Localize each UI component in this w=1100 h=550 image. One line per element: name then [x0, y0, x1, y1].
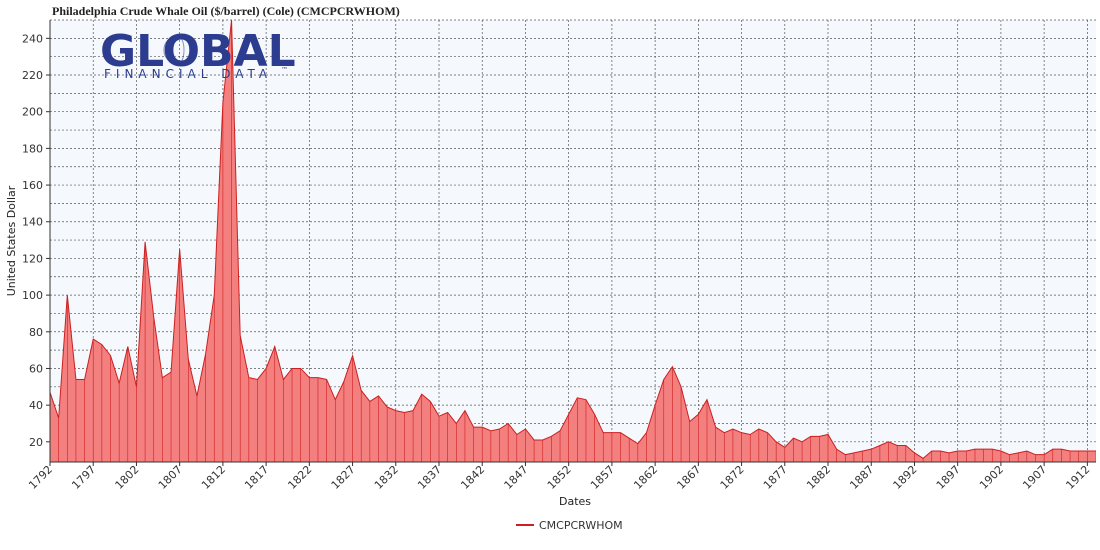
x-tick-label: 1842: [458, 463, 487, 492]
x-tick-label: 1847: [502, 463, 531, 492]
x-tick-label: 1797: [69, 463, 98, 492]
logo-tagline: FINANCIAL DATA: [104, 67, 272, 81]
global-financial-data-logo: GLOBAL FINANCIAL DATA ™: [100, 26, 296, 81]
y-tick-label: 20: [29, 436, 43, 449]
y-axis-title: United States Dollar: [5, 185, 18, 296]
y-tick-label: 160: [22, 179, 43, 192]
series-layer: [50, 20, 1096, 462]
y-tick-label: 200: [22, 106, 43, 119]
x-axis-ticks: 1792 1797 1802 1807 1812 1817 1822 1827 1832 1837…: [26, 462, 1092, 492]
x-tick-label: 1837: [415, 463, 444, 492]
y-tick-label: 120: [22, 252, 43, 265]
x-tick-label: 1887: [847, 463, 876, 492]
x-tick-label: 1792: [26, 463, 55, 492]
y-tick-label: 240: [22, 32, 43, 45]
y-tick-label: 80: [29, 326, 43, 339]
x-tick-label: 1882: [804, 463, 833, 492]
x-tick-label: 1877: [761, 463, 790, 492]
chart-title: Philadelphia Crude Whale Oil ($/barrel) …: [52, 4, 400, 18]
y-tick-label: 220: [22, 69, 43, 82]
x-tick-label: 1822: [285, 463, 314, 492]
x-tick-label: 1852: [545, 463, 574, 492]
x-tick-label: 1832: [372, 463, 401, 492]
y-tick-label: 40: [29, 399, 43, 412]
axes: [49, 20, 1096, 463]
x-tick-label: 1807: [156, 463, 185, 492]
x-tick-label: 1902: [977, 463, 1006, 492]
series-line: [50, 20, 1096, 459]
y-tick-label: 100: [22, 289, 43, 302]
x-tick-label: 1872: [718, 463, 747, 492]
x-tick-label: 1827: [329, 463, 358, 492]
legend: CMCPCRWHOM: [516, 519, 623, 532]
globe-meridian-icon: [171, 35, 185, 65]
x-tick-label: 1812: [199, 463, 228, 492]
y-tick-label: 140: [22, 216, 43, 229]
x-tick-label: 1867: [674, 463, 703, 492]
y-tick-label: 180: [22, 142, 43, 155]
x-tick-label: 1802: [113, 463, 142, 492]
y-tick-label: 60: [29, 362, 43, 375]
legend-label: CMCPCRWHOM: [539, 519, 623, 532]
logo-wordmark: GLOBAL: [100, 26, 296, 77]
y-axis-ticks: 20 40 60 80 100 120 140 160 180 200 220 240: [22, 32, 50, 449]
x-tick-label: 1817: [242, 463, 271, 492]
x-tick-label: 1912: [1063, 463, 1092, 492]
x-tick-label: 1897: [934, 463, 963, 492]
x-tick-label: 1862: [631, 463, 660, 492]
x-tick-label: 1857: [588, 463, 617, 492]
x-axis-title: Dates: [559, 495, 591, 508]
x-tick-label: 1892: [891, 463, 920, 492]
logo-trademark: ™: [281, 66, 288, 74]
x-tick-label: 1907: [1020, 463, 1049, 492]
series-area: [50, 20, 1096, 462]
